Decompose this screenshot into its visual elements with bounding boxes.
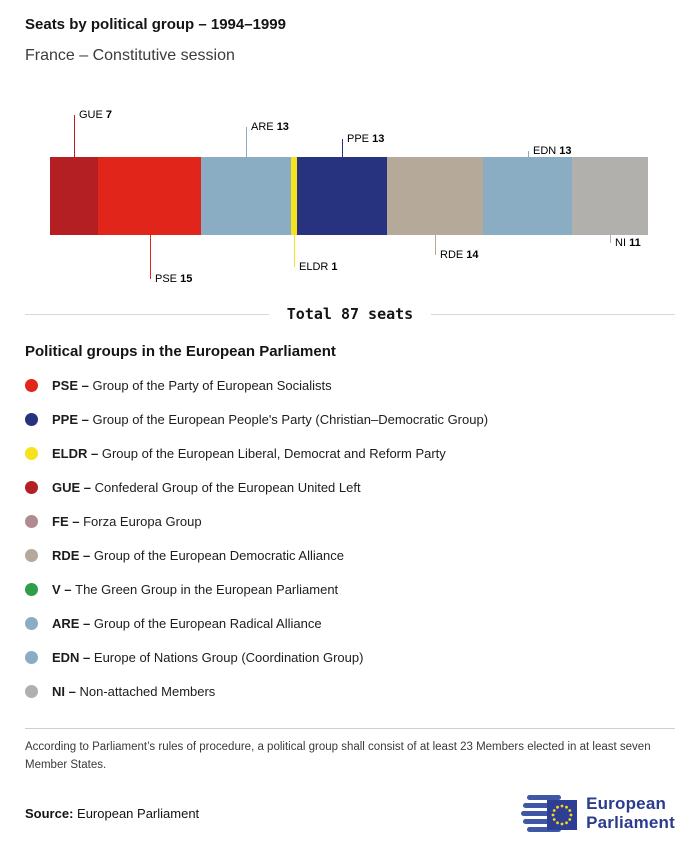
leader-line-gue	[74, 115, 75, 157]
ep-logo-text: European Parliament	[586, 794, 675, 832]
page-title: Seats by political group – 1994–1999	[25, 16, 286, 33]
legend-color-dot-ppe	[25, 412, 38, 426]
legend-color-dot-are	[25, 616, 38, 630]
legend-item-text: EDN – Europe of Nations Group (Coordinat…	[52, 649, 364, 665]
source-label: Source:	[25, 806, 74, 822]
legend-color-dot-gue	[25, 480, 38, 494]
leader-line-eldr	[294, 235, 295, 267]
segment-label-ni: NI 11	[615, 237, 641, 249]
segment-label-rde: RDE 14	[440, 249, 479, 261]
legend-item-gue: GUE – Confederal Group of the European U…	[25, 470, 675, 504]
legend-color-dot-pse	[25, 378, 38, 392]
footnote: According to Parliament’s rules of proce…	[25, 741, 651, 771]
legend-item-text: NI – Non-attached Members	[52, 683, 216, 699]
divider-line-left	[25, 313, 269, 315]
leader-line-pse	[150, 235, 151, 279]
leader-line-edn	[528, 151, 529, 157]
legend-item-text: PPE – Group of the European People's Par…	[52, 411, 489, 427]
segment-label-are: ARE 13	[251, 121, 289, 133]
european-parliament-logo: European Parliament	[521, 794, 675, 833]
segment-label-pse: PSE 15	[155, 273, 193, 285]
total-seats-label: Total 87 seats	[286, 305, 414, 323]
legend-item-text: ELDR – Group of the European Liberal, De…	[52, 445, 446, 461]
legend-color-dot-fe	[25, 514, 38, 528]
legend-item-eldr: ELDR – Group of the European Liberal, De…	[25, 436, 675, 470]
leader-line-are	[246, 127, 247, 157]
bar-segment-gue[interactable]	[50, 157, 99, 235]
bar-segment-are[interactable]	[201, 157, 291, 235]
legend-item-pse: PSE – Group of the Party of European Soc…	[25, 368, 675, 402]
legend-item-text: RDE – Group of the European Democratic A…	[52, 547, 344, 563]
ep-logo-text-line2: Parliament	[586, 812, 675, 832]
bar-segment-eldr[interactable]	[290, 157, 298, 235]
source-row: Source: European Parliament	[25, 794, 675, 833]
legend-item-ni: NI – Non-attached Members	[25, 674, 675, 708]
leader-line-ni	[610, 235, 611, 243]
bar-segment-rde[interactable]	[386, 157, 484, 235]
leader-line-ppe	[342, 139, 343, 157]
ep-hemicycle-flag-icon	[521, 794, 578, 832]
bar-segment-edn[interactable]	[483, 157, 573, 235]
source-value: European Parliament	[77, 806, 200, 822]
segment-label-ppe: PPE 13	[347, 133, 385, 145]
legend-item-text: V – The Green Group in the European Parl…	[52, 581, 339, 597]
leader-line-rde	[435, 235, 436, 255]
legend-item-v: V – The Green Group in the European Parl…	[25, 572, 675, 606]
legend-item-text: PSE – Group of the Party of European Soc…	[52, 377, 332, 393]
legend-item-ppe: PPE – Group of the European People's Par…	[25, 402, 675, 436]
legend-color-dot-edn	[25, 650, 38, 664]
legend-color-dot-ni	[25, 684, 38, 698]
legend-list: PSE – Group of the Party of European Soc…	[25, 368, 675, 708]
divider-line-right	[431, 313, 675, 315]
legend-color-dot-rde	[25, 548, 38, 562]
legend-color-dot-v	[25, 582, 38, 596]
page-subtitle: France – Constitutive session	[25, 47, 235, 64]
source-line: Source: European Parliament	[25, 806, 199, 821]
legend-item-edn: EDN – Europe of Nations Group (Coordinat…	[25, 640, 675, 674]
seats-stacked-bar-chart: GUE 7 PSE 15 ARE 13 ELDR 1 PPE 13 RDE 14 EDN 1…	[25, 107, 675, 291]
legend-item-text: FE – Forza Europa Group	[52, 513, 202, 529]
legend-item-text: GUE – Confederal Group of the European U…	[52, 479, 361, 495]
legend-item-fe: FE – Forza Europa Group	[25, 504, 675, 538]
legend-color-dot-eldr	[25, 446, 38, 460]
footer: According to Parliament’s rules of proce…	[25, 728, 675, 833]
legend-item-rde: RDE – Group of the European Democratic A…	[25, 538, 675, 572]
legend-heading: Political groups in the European Parliam…	[25, 343, 336, 360]
ep-logo-text-line1: European	[586, 794, 667, 814]
segment-label-gue: GUE 7	[79, 109, 113, 121]
segment-label-eldr: ELDR 1	[299, 261, 338, 273]
bar-segment-pse[interactable]	[98, 157, 202, 235]
bar-segment-ni[interactable]	[572, 157, 648, 235]
legend-item-are: ARE – Group of the European Radical Alli…	[25, 606, 675, 640]
bar-segment-ppe[interactable]	[297, 157, 387, 235]
total-seats-row: Total 87 seats	[25, 305, 675, 323]
legend-item-text: ARE – Group of the European Radical Alli…	[52, 615, 322, 631]
segment-label-edn: EDN 13	[533, 145, 572, 157]
